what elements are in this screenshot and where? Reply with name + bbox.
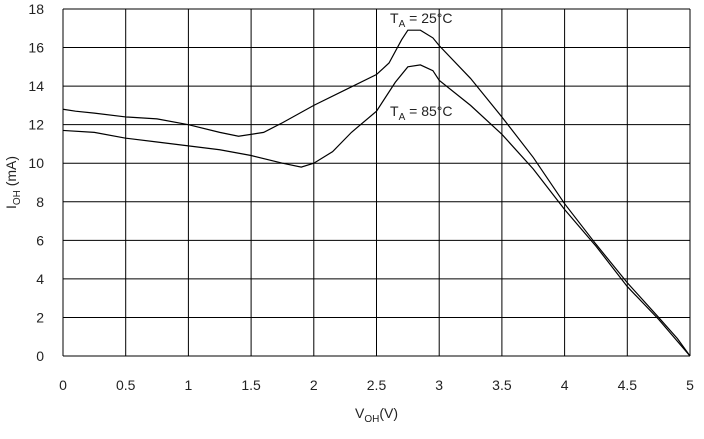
x-tick-label: 4.5 — [618, 377, 638, 393]
y-axis-label-rest: (mA) — [3, 156, 19, 190]
x-tick-label: 1 — [185, 377, 193, 393]
y-axis-label-sub: OH — [12, 190, 23, 205]
x-tick-label: 2 — [310, 377, 318, 393]
y-tick-label: 4 — [36, 271, 44, 287]
series-label-main: T — [390, 10, 399, 26]
y-tick-label: 16 — [28, 40, 44, 56]
series-label-main: T — [390, 103, 399, 119]
y-axis-label: IOH (mA) — [3, 156, 23, 209]
x-tick-label: 3 — [435, 377, 443, 393]
x-axis-label: VOH(V) — [355, 405, 398, 425]
y-tick-label: 18 — [28, 1, 44, 17]
y-tick-label: 2 — [36, 309, 44, 325]
series-line — [62, 29, 691, 357]
y-tick-label: 6 — [36, 232, 44, 248]
y-axis-label-main: I — [3, 205, 19, 209]
x-tick-label: 1.5 — [241, 377, 261, 393]
x-axis-label-rest: (V) — [379, 405, 398, 421]
y-tick-label: 8 — [36, 194, 44, 210]
series-label: TA = 25°C — [390, 10, 452, 30]
x-axis-label-sub: OH — [364, 414, 379, 425]
y-tick-label: 10 — [28, 155, 44, 171]
x-axis-label-main: V — [355, 405, 365, 421]
y-tick-label: 0 — [36, 348, 44, 364]
x-tick-label: 0 — [59, 377, 67, 393]
series-label: TA = 85°C — [390, 103, 452, 123]
x-tick-label: 0.5 — [116, 377, 136, 393]
x-tick-label: 3.5 — [492, 377, 512, 393]
x-tick-label: 2.5 — [367, 377, 387, 393]
series-label-rest: = 25°C — [405, 10, 452, 26]
x-tick-label: 5 — [686, 377, 694, 393]
x-tick-label: 4 — [561, 377, 569, 393]
series-label-sub: A — [399, 19, 406, 30]
series-line — [62, 64, 691, 357]
y-tick-label: 12 — [28, 117, 44, 133]
series-label-sub: A — [399, 112, 406, 123]
series-label-rest: = 85°C — [405, 103, 452, 119]
y-tick-label: 14 — [28, 78, 44, 94]
